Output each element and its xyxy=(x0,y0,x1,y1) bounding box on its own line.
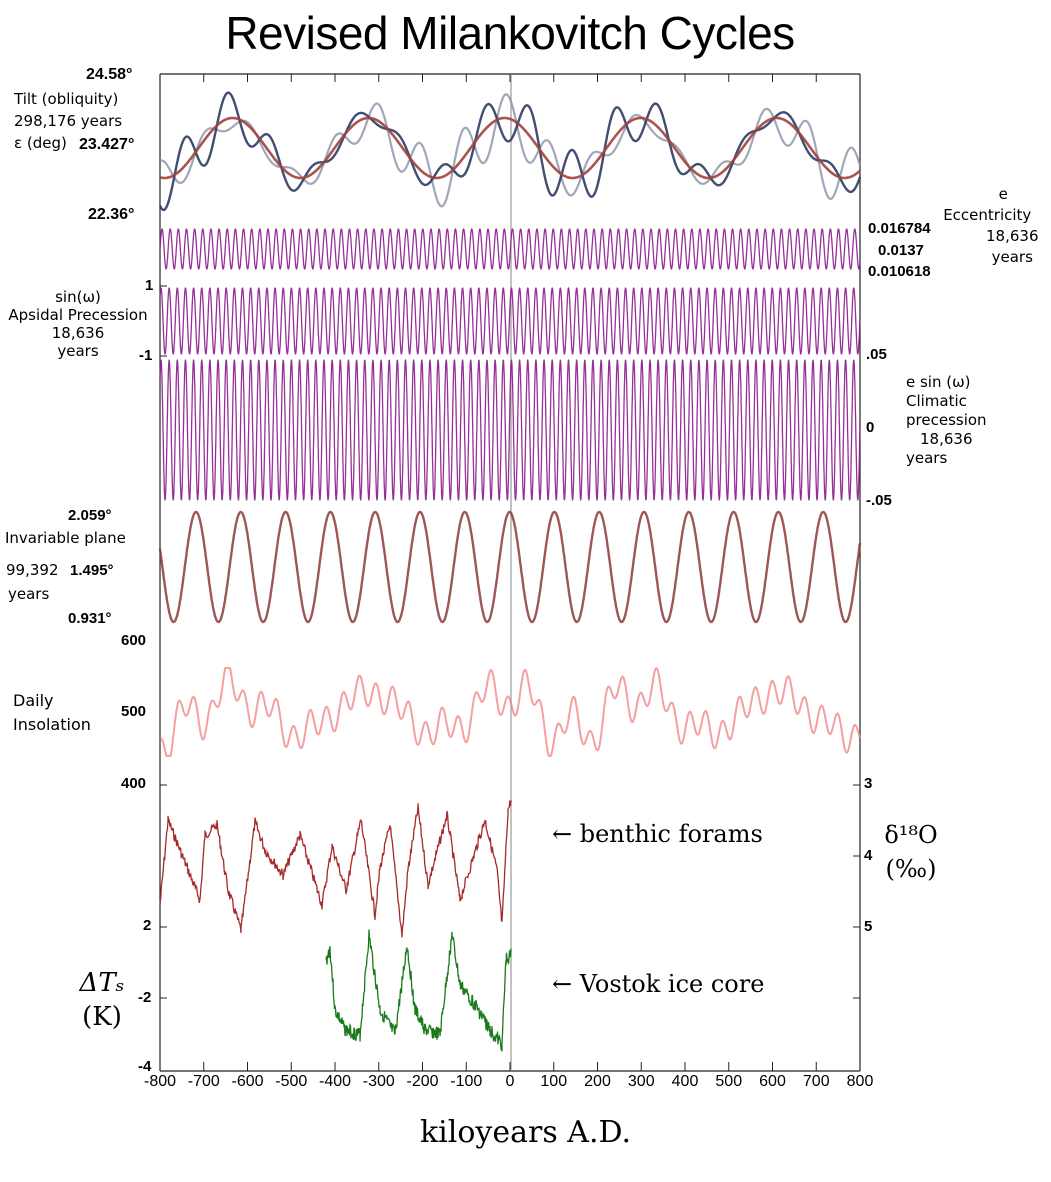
x-tick-label: 700 xyxy=(802,1073,830,1090)
ecc-label-line: years xyxy=(991,248,1033,266)
x-tick-label: 400 xyxy=(671,1073,699,1090)
chart-title: Revised Milankovitch Cycles xyxy=(225,7,795,59)
apsidal-label-line: 18,636 xyxy=(51,324,105,342)
ecc-label-line: e xyxy=(998,185,1008,203)
temp-tick-neg2: -2 xyxy=(138,989,152,1006)
tilt-label-line: ε (deg) xyxy=(14,134,67,152)
axes-frame xyxy=(159,73,861,1072)
insolation-label-line: Daily xyxy=(13,691,54,710)
x-tick-label: 200 xyxy=(584,1073,611,1090)
inv-tick-mean: 1.495° xyxy=(70,562,114,579)
x-axis-label: kiloyears A.D. xyxy=(419,1115,631,1150)
vostok-annotation: ← Vostok ice core xyxy=(552,970,765,998)
temp-axis-label-line: ΔTₛ xyxy=(79,968,125,998)
eccentricity-label: e Eccentricity 18,636 years xyxy=(943,184,1039,268)
x-tick-label: 0 xyxy=(505,1073,515,1090)
climatic-label-line: 18,636 xyxy=(920,430,973,448)
temp-tick-2: 2 xyxy=(143,917,152,934)
x-tick-label: -100 xyxy=(450,1073,483,1090)
data-curves xyxy=(158,91,862,1052)
apsidal-label-line: Apsidal Precession xyxy=(8,306,148,324)
tilt-label-line: 298,176 years xyxy=(14,112,123,130)
climatic-tick-max: .05 xyxy=(866,346,887,363)
d18o-axis-label-line: (‰) xyxy=(885,855,937,883)
tilt-label: Tilt (obliquity) 298,176 years ε (deg) xyxy=(14,88,122,154)
invariable-label-years: years xyxy=(8,585,50,603)
inv-tick-min: 0.931° xyxy=(68,610,112,627)
insolation-tick-600: 600 xyxy=(121,632,147,649)
temp-axis-label: ΔTₛ (K) xyxy=(72,966,132,1034)
ecc-label-line: Eccentricity xyxy=(943,206,1032,224)
tilt-tick-max: 24.58° xyxy=(86,66,133,83)
d18o-axis-label: δ¹⁸O (‰) xyxy=(876,818,946,886)
invariable-label-period: 99,392 xyxy=(6,561,59,579)
insolation-tick-500: 500 xyxy=(121,703,147,720)
climatic-label-line: e sin (ω) xyxy=(906,373,971,391)
x-tick-label: 800 xyxy=(846,1073,874,1090)
climatic-tick-min: -.05 xyxy=(866,492,892,509)
x-tick-label: -400 xyxy=(318,1073,352,1090)
x-tick-label: -200 xyxy=(406,1073,439,1090)
ecc-tick-max: 0.016784 xyxy=(868,220,931,237)
climatic-label-line: precession xyxy=(906,411,987,429)
x-tick-label: -800 xyxy=(143,1073,177,1090)
insolation-tick-400: 400 xyxy=(121,775,147,792)
benthic-forams-annotation: ← benthic forams xyxy=(552,820,763,848)
tilt-tick-min: 22.36° xyxy=(88,206,135,223)
x-tick-label: -700 xyxy=(187,1073,220,1090)
tilt-label-line: Tilt (obliquity) xyxy=(14,90,119,108)
ecc-tick-min: 0.010618 xyxy=(868,263,931,280)
x-tick-label: -300 xyxy=(362,1073,395,1090)
d18o-tick-4: 4 xyxy=(864,847,873,864)
d18o-tick-3: 3 xyxy=(864,775,873,792)
insolation-label-line: Insolation xyxy=(13,715,91,734)
x-tick-label: 100 xyxy=(540,1073,568,1090)
temp-tick-neg4: -4 xyxy=(138,1058,152,1075)
temp-axis-label-line: (K) xyxy=(82,1002,122,1032)
apsidal-tick-min: -1 xyxy=(139,347,153,364)
climatic-label: e sin (ω) Climatic precession 18,636 yea… xyxy=(906,373,987,468)
x-tick-label: 300 xyxy=(627,1073,655,1090)
d18o-tick-5: 5 xyxy=(864,918,873,935)
apsidal-label-line: years xyxy=(57,342,99,360)
apsidal-label-line: sin(ω) xyxy=(55,288,101,306)
x-tick-label: 600 xyxy=(759,1073,786,1090)
invariable-label-title: Invariable plane xyxy=(5,529,126,547)
apsidal-tick-max: 1 xyxy=(145,277,154,294)
inv-tick-max: 2.059° xyxy=(68,507,112,524)
climatic-label-line: years xyxy=(906,449,948,467)
tilt-tick-mean: 23.427° xyxy=(79,136,135,153)
d18o-axis-label-line: δ¹⁸O xyxy=(884,821,938,849)
apsidal-label: sin(ω) Apsidal Precession 18,636 years xyxy=(0,288,156,360)
x-tick-label: -500 xyxy=(275,1073,308,1090)
x-tick-label: 500 xyxy=(715,1073,743,1090)
x-tick-label: -600 xyxy=(231,1073,264,1090)
climatic-label-line: Climatic xyxy=(906,392,967,410)
ecc-label-line: 18,636 xyxy=(986,227,1039,245)
ecc-tick-mean: 0.0137 xyxy=(878,242,924,259)
climatic-tick-zero: 0 xyxy=(866,419,875,436)
insolation-label: Daily Insolation xyxy=(13,689,91,737)
